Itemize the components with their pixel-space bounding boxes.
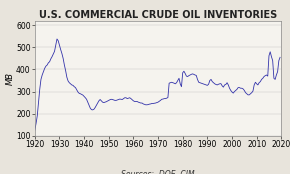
Y-axis label: MB: MB [6,72,14,85]
Title: U.S. COMMERCIAL CRUDE OIL INVENTORIES: U.S. COMMERCIAL CRUDE OIL INVENTORIES [39,10,277,20]
Text: Sources:  DOE, CIM: Sources: DOE, CIM [121,170,195,174]
